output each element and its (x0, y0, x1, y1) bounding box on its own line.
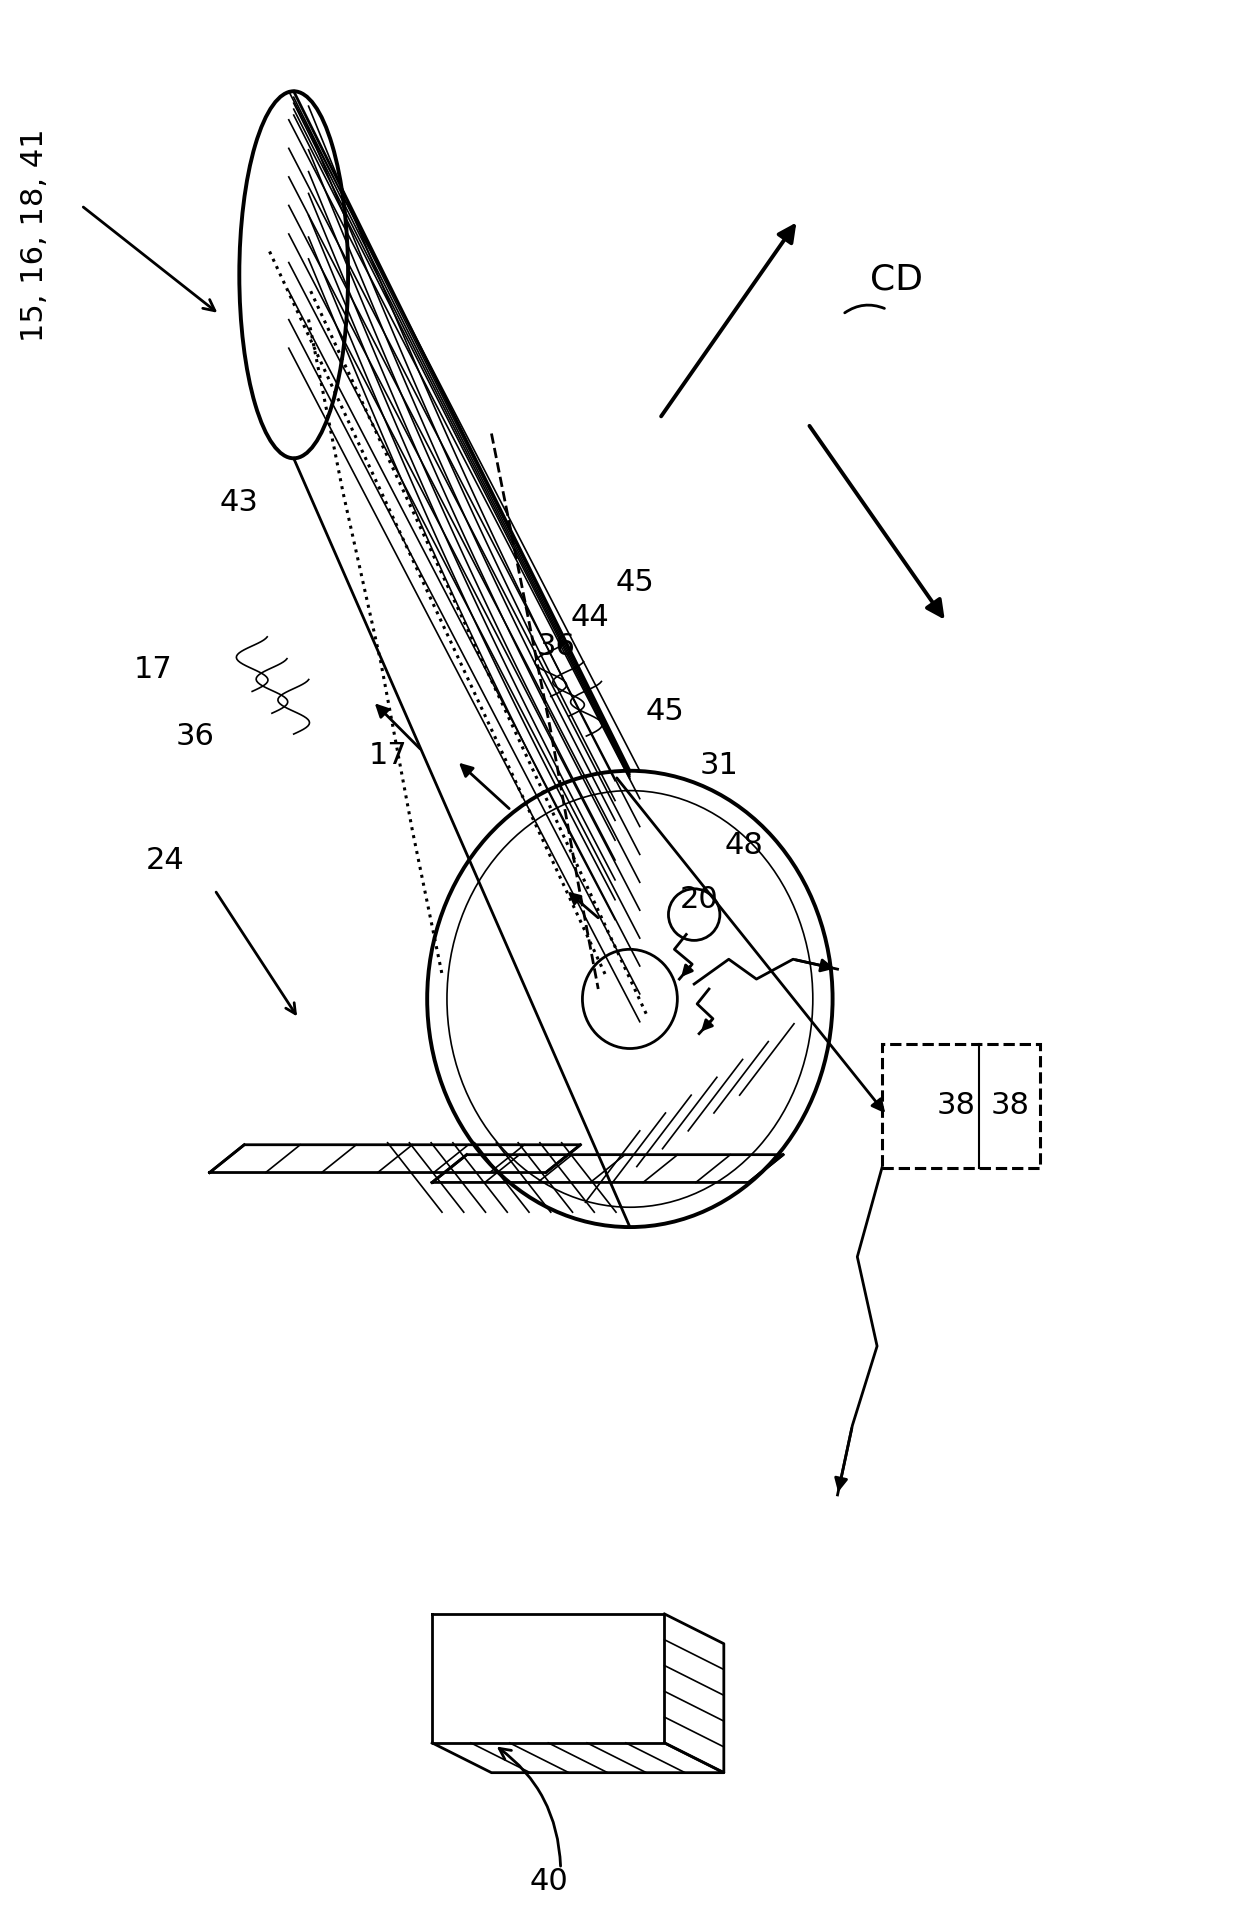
Text: 17: 17 (368, 742, 407, 770)
Text: 45: 45 (615, 568, 655, 597)
Text: 48: 48 (724, 831, 763, 860)
Text: 38: 38 (936, 1091, 976, 1119)
Text: 15, 16, 18, 41: 15, 16, 18, 41 (20, 128, 50, 341)
Text: 36: 36 (536, 633, 575, 662)
Text: 40: 40 (529, 1867, 568, 1896)
Text: 38: 38 (991, 1091, 1030, 1119)
Text: 20: 20 (680, 885, 718, 913)
Text: 24: 24 (146, 845, 185, 875)
Text: 44: 44 (570, 603, 610, 631)
Text: 43: 43 (219, 488, 258, 517)
Text: CD: CD (870, 263, 924, 297)
Text: 31: 31 (699, 751, 738, 780)
Text: 17: 17 (134, 656, 172, 685)
Text: 45: 45 (645, 696, 684, 727)
Text: 36: 36 (175, 721, 215, 751)
